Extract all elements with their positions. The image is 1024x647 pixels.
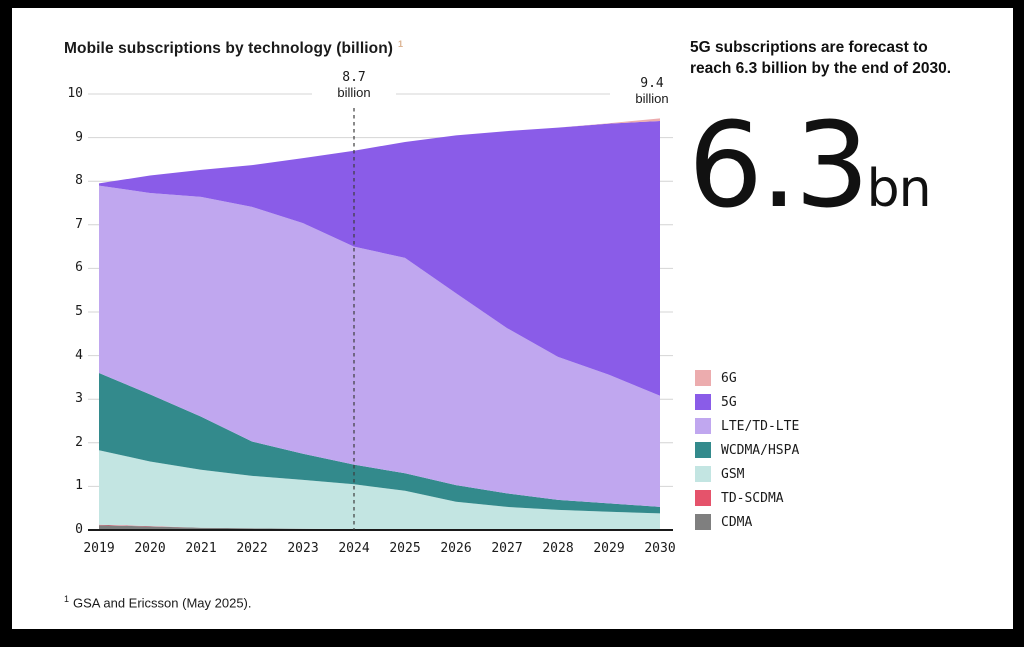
callout-heading: 5G subscriptions are forecast to reach 6… [690,38,951,79]
callout-big-value: 6.3 [688,96,870,234]
y-tick-0: 0 [75,522,83,537]
legend-label: GSM [721,466,745,482]
annotation-2030-total: 9.4 billion [610,76,694,106]
legend-item-6g: 6G [695,366,799,390]
area-cdma [99,525,660,530]
y-tick-6: 6 [75,260,83,276]
y-tick-1: 1 [75,478,83,494]
legend-item-lte-td-lte: LTE/TD-LTE [695,414,799,438]
legend-swatch [695,490,711,506]
x-tick-2024: 2024 [338,541,370,556]
y-tick-3: 3 [75,391,83,407]
legend-label: TD-SCDMA [721,490,784,506]
legend-label: LTE/TD-LTE [721,418,800,434]
annotation-2030-unit: billion [635,91,669,106]
callout-heading-line1: 5G subscriptions are forecast to [690,39,928,56]
legend-label: 6G [721,370,737,386]
x-tick-2021: 2021 [185,541,217,556]
legend-item-cdma: CDMA [695,510,799,534]
x-tick-2022: 2022 [236,541,268,556]
y-tick-4: 4 [75,347,83,363]
annotation-2024-total: 8.7 billion [312,70,396,100]
legend-item-gsm: GSM [695,462,799,486]
y-tick-5: 5 [75,304,83,319]
legend-label: WCDMA/HSPA [721,442,800,458]
y-tick-8: 8 [75,173,83,189]
y-tick-10: 10 [67,86,83,101]
y-tick-7: 7 [75,216,83,232]
x-tick-2025: 2025 [389,541,421,556]
y-tick-9: 9 [75,129,83,145]
legend-item-td-scdma: TD-SCDMA [695,486,799,510]
callout-heading-line2: reach 6.3 billion by the end of 2030. [690,59,951,77]
legend-swatch [695,370,711,386]
chart-title-text: Mobile subscriptions by technology (bill… [64,40,394,58]
x-tick-2030: 2030 [644,541,676,556]
x-tick-2029: 2029 [593,541,625,556]
annotation-2030-value: 9.4 [640,76,664,91]
area-wcdma-hspa [99,373,660,514]
legend-label: CDMA [721,514,753,530]
legend-swatch [695,394,711,410]
area-5g [99,121,660,396]
footnote: 1 GSA and Ericsson (May 2025). [64,594,252,610]
chart-title: Mobile subscriptions by technology (bill… [64,39,403,58]
legend-item-5g: 5G [695,390,799,414]
x-tick-2023: 2023 [287,541,319,556]
x-tick-2019: 2019 [83,541,115,556]
legend-label: 5G [721,394,737,410]
slide-canvas: Mobile subscriptions by technology (bill… [12,8,1013,629]
y-tick-2: 2 [75,434,83,450]
stacked-area-chart [88,93,673,531]
area-gsm [99,450,660,530]
x-tick-2026: 2026 [440,541,472,556]
chart-title-superscript: 1 [398,39,404,49]
footnote-superscript: 1 [64,594,70,604]
x-tick-2028: 2028 [542,541,574,556]
legend-item-wcdma-hspa: WCDMA/HSPA [695,438,799,462]
callout-big-number: 6.3 bn [688,96,932,234]
annotation-2024-value: 8.7 [342,70,366,85]
annotation-2024-unit: billion [337,85,371,100]
legend-swatch [695,514,711,530]
x-tick-2027: 2027 [491,541,523,556]
x-tick-2020: 2020 [134,541,166,556]
area-lte-td-lte [99,185,660,507]
callout-big-unit: bn [866,159,932,219]
legend: 6G 5G LTE/TD-LTE WCDMA/HSPA GSM TD-SCDMA CDMA [695,366,799,534]
footnote-text: GSA and Ericsson (May 2025). [73,595,252,611]
legend-swatch [695,466,711,482]
legend-swatch [695,442,711,458]
legend-swatch [695,418,711,434]
